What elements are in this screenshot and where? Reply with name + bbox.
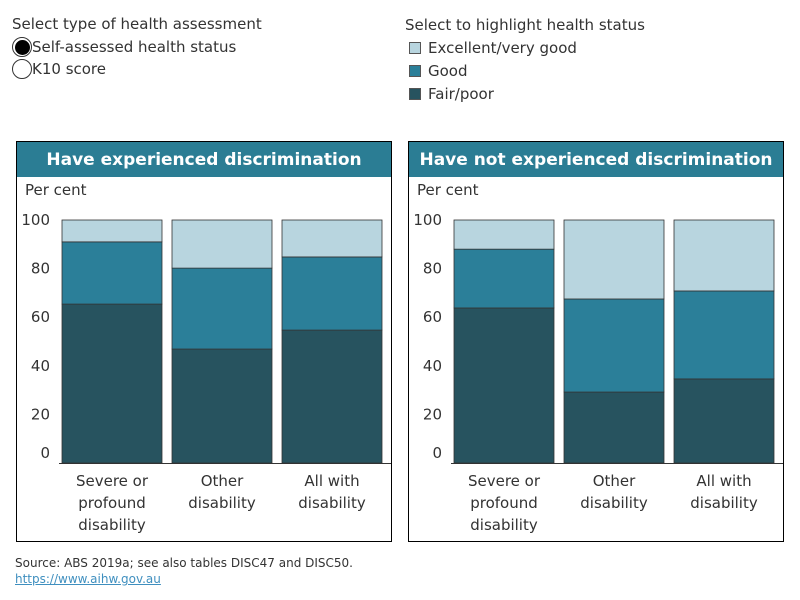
y-tick-label: 0	[432, 444, 442, 462]
chart-experienced: Per cent 0 20 40 60 80 100 Severe or profound dis…	[21, 181, 391, 534]
x-tick-label: disability	[690, 494, 758, 512]
radio-unselected-icon[interactable]	[12, 59, 32, 79]
y-tick-label: 20	[31, 405, 50, 423]
radio-k10[interactable]: K10 score	[12, 59, 106, 79]
x-tick-label: Other	[201, 472, 244, 490]
bar-fair	[171, 348, 273, 464]
legend-label: Fair/poor	[428, 85, 494, 103]
aihw-link[interactable]: https://www.aihw.gov.au	[15, 572, 161, 586]
bar-good	[563, 298, 665, 393]
bar-fair	[61, 303, 163, 464]
x-tick-label: disability	[470, 516, 538, 534]
y-tick-label: 80	[423, 260, 442, 278]
x-tick-label: profound	[78, 494, 146, 512]
y-tick-label: 0	[40, 444, 50, 462]
x-tick-label: Severe or	[76, 472, 149, 490]
panel-experienced: Have experienced discrimination Per cent…	[16, 141, 392, 542]
y-tick-label: 60	[423, 308, 442, 326]
bar-excellent	[453, 219, 555, 250]
y-tick-label: 40	[423, 357, 442, 375]
panel-title: Have not experienced discrimination	[409, 142, 783, 177]
y-axis-label: Per cent	[25, 181, 87, 199]
legend-label: Excellent/very good	[428, 39, 577, 57]
swatch-excellent	[409, 42, 421, 54]
bar-fair	[563, 391, 665, 464]
x-tick-label: All with	[696, 472, 751, 490]
y-tick-label: 80	[31, 260, 50, 278]
x-tick-label: disability	[298, 494, 366, 512]
bar-good	[281, 256, 383, 331]
radio-selected-icon[interactable]	[12, 37, 32, 57]
radio-self-assessed[interactable]: Self-assessed health status	[12, 37, 236, 57]
assessment-type-title: Select type of health assessment	[12, 15, 262, 33]
legend-item-good[interactable]: Good	[409, 62, 468, 80]
chart-not-experienced: Per cent 0 20 40 60 80 100 Severe or profound dis…	[413, 181, 783, 534]
x-tick-label: profound	[470, 494, 538, 512]
bar-excellent	[171, 219, 273, 269]
y-tick-label: 100	[21, 211, 50, 229]
legend-label: Good	[428, 62, 468, 80]
x-tick-label: All with	[304, 472, 359, 490]
panel-not-experienced: Have not experienced discrimination Per …	[408, 141, 784, 542]
y-tick-label: 40	[31, 357, 50, 375]
y-tick-label: 20	[423, 405, 442, 423]
bar-good	[171, 267, 273, 350]
x-tick-label: Other	[593, 472, 636, 490]
panel-title: Have experienced discrimination	[17, 142, 391, 177]
y-tick-label: 100	[413, 211, 442, 229]
x-tick-label: disability	[78, 516, 146, 534]
x-tick-label: disability	[188, 494, 256, 512]
legend-title: Select to highlight health status	[405, 16, 645, 34]
bar-excellent	[673, 219, 775, 292]
y-axis-label: Per cent	[417, 181, 479, 199]
x-tick-label: disability	[580, 494, 648, 512]
bar-fair	[673, 378, 775, 464]
radio-label: Self-assessed health status	[32, 38, 237, 56]
swatch-good	[409, 65, 421, 77]
bar-excellent	[281, 219, 383, 258]
bar-good	[673, 290, 775, 380]
bar-excellent	[61, 219, 163, 243]
legend-item-fair[interactable]: Fair/poor	[409, 85, 494, 103]
y-tick-label: 60	[31, 308, 50, 326]
bar-good	[61, 241, 163, 305]
bar-excellent	[563, 219, 665, 300]
x-tick-label: Severe or	[468, 472, 541, 490]
legend-item-excellent[interactable]: Excellent/very good	[409, 39, 577, 57]
swatch-fair	[409, 88, 421, 100]
radio-label: K10 score	[32, 60, 106, 78]
bar-good	[453, 248, 555, 309]
bar-fair	[281, 329, 383, 464]
bar-fair	[453, 307, 555, 464]
source-note: Source: ABS 2019a; see also tables DISC4…	[15, 556, 353, 570]
